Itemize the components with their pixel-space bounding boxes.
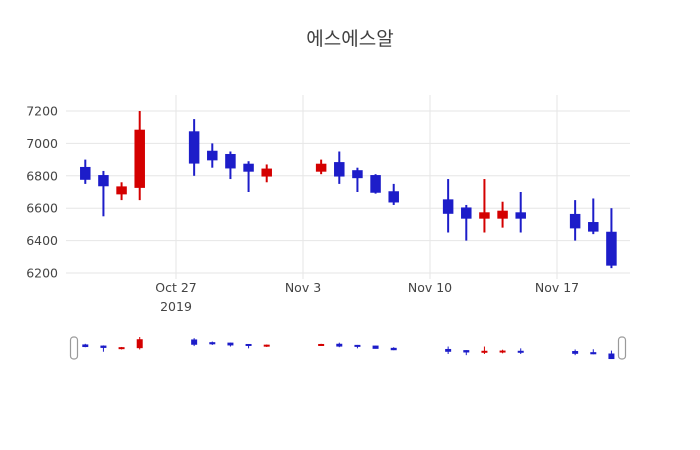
rangeslider-candle	[372, 345, 379, 349]
candle	[606, 208, 617, 269]
rangeslider-candle	[227, 342, 234, 347]
candle	[479, 179, 490, 233]
candle	[80, 159, 91, 184]
candle	[134, 111, 145, 201]
rangeslider-right-handle[interactable]	[617, 336, 627, 360]
rangeslider-candle	[590, 349, 597, 355]
y-tick-label: 6600	[26, 201, 58, 216]
rangeslider-candle	[136, 337, 143, 350]
rangeslider-candle	[572, 349, 579, 356]
rangeslider-left-handle[interactable]	[69, 336, 79, 360]
candle	[315, 159, 327, 175]
rangeslider[interactable]	[69, 336, 627, 360]
x-tick-sublabel: 2019	[160, 299, 192, 314]
y-axis-labels: 7200 7000 6800 6600 6400 6200	[26, 104, 58, 281]
y-tick-label: 7200	[26, 104, 58, 119]
candle	[370, 174, 381, 194]
rangeslider-candle	[499, 349, 506, 354]
candle	[225, 151, 236, 180]
candle	[116, 182, 127, 201]
rangeslider-candle	[517, 348, 524, 355]
candle	[188, 119, 200, 176]
candle	[442, 179, 454, 233]
candle	[588, 198, 599, 235]
candle	[461, 204, 472, 241]
candle	[243, 161, 254, 192]
x-tick-label: Oct 27	[155, 280, 197, 295]
gridlines	[66, 95, 630, 279]
rangeslider-candle	[245, 343, 252, 349]
x-tick-label: Nov 3	[285, 280, 321, 295]
rangeslider-candle	[263, 344, 270, 347]
candle	[515, 192, 526, 233]
rangeslider-candle	[118, 346, 125, 350]
rangeslider-candle	[318, 343, 325, 346]
candle	[98, 170, 109, 217]
rangeslider-candle	[390, 347, 397, 351]
candle	[352, 167, 363, 192]
candle	[569, 200, 581, 241]
y-tick-label: 6200	[26, 266, 58, 281]
rangeslider-candle	[481, 346, 488, 355]
x-tick-label: Nov 17	[535, 280, 579, 295]
y-tick-label: 6400	[26, 233, 58, 248]
candle	[261, 164, 272, 183]
y-tick-label: 6800	[26, 168, 58, 183]
rangeslider-candle	[191, 338, 198, 347]
rangeslider-candle	[354, 344, 361, 349]
x-axis-labels: Oct 27 2019 Nov 3 Nov 10 Nov 17	[155, 280, 579, 314]
candle	[334, 151, 345, 184]
rangeslider-candle	[100, 345, 107, 352]
rangeslider-candle	[608, 350, 615, 360]
rangeslider-candle	[336, 342, 343, 348]
candle	[207, 143, 218, 168]
candles	[80, 111, 617, 269]
x-tick-label: Nov 10	[408, 280, 452, 295]
candle	[497, 201, 508, 228]
rangeslider-candle	[82, 343, 89, 348]
y-tick-label: 7000	[26, 136, 58, 151]
rangeslider-candle	[463, 350, 470, 356]
candle	[388, 183, 399, 205]
rangeslider-candle	[445, 346, 452, 355]
rangeslider-candle	[209, 341, 216, 345]
